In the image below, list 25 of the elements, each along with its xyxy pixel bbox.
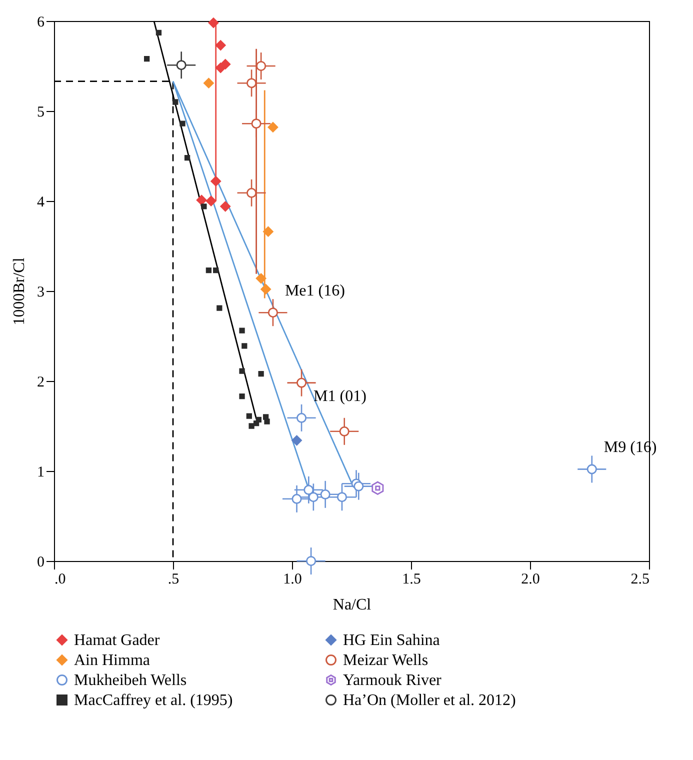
- y-tick-label: 4: [37, 194, 45, 210]
- annotation: M1 (01): [314, 388, 366, 405]
- y-tick-label: 3: [37, 284, 44, 300]
- legend-label: Hamat Gader: [74, 632, 160, 649]
- x-tick-label: 2.0: [521, 572, 540, 588]
- x-axis-title: Na/Cl: [332, 596, 372, 614]
- legend-label: Yarmouk River: [343, 672, 442, 689]
- legend-label: MacCaffrey et al. (1995): [74, 692, 233, 709]
- y-tick-label: 6: [37, 14, 45, 30]
- x-tick-label: 1.0: [283, 572, 302, 588]
- legend-label: Mukheibeh Wells: [74, 672, 187, 689]
- x-tick-label: .5: [168, 572, 180, 588]
- x-tick-label: 2.5: [630, 572, 650, 588]
- y-tick-label: 5: [37, 104, 44, 120]
- y-axis-title: 1000Br/Cl: [11, 257, 28, 326]
- legend-label: HG Ein Sahina: [343, 632, 440, 649]
- y-tick-label: 2: [37, 374, 44, 390]
- legend-label: Ain Himma: [74, 652, 150, 669]
- legend-label: Ha’On (Moller et al. 2012): [343, 692, 516, 709]
- x-tick-label: .0: [54, 572, 66, 588]
- y-tick-label: 0: [37, 554, 44, 570]
- x-tick-label: 1.5: [402, 572, 421, 588]
- annotation: Me1 (16): [284, 282, 345, 300]
- y-tick-label: 1: [37, 464, 44, 480]
- legend-label: Meizar Wells: [343, 652, 428, 669]
